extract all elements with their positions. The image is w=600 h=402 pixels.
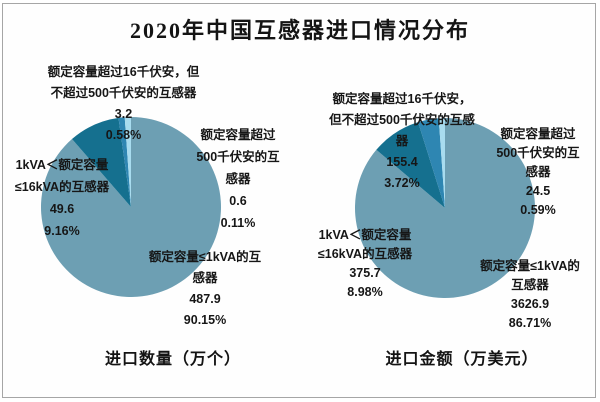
label-percent: 3.72% xyxy=(384,176,420,190)
label-value: 3.2 xyxy=(114,107,133,121)
pie-slice-16to500kva xyxy=(418,118,445,208)
pie-slice-gt500kva xyxy=(124,117,131,207)
quantity-label-1to16kva: 1kVA＜额定容量 ≤16kVA的互感器 49.6 9.16% xyxy=(0,154,124,242)
label-line: ≤16kVA的互感器 xyxy=(14,180,110,194)
quantity-label-le1kva: 额定容量≤1kVA的互 感器 487.9 90.15% xyxy=(125,247,285,331)
label-line: 感器 xyxy=(525,165,551,179)
label-line: 额定容量超过 xyxy=(500,127,576,141)
label-value: 0.6 xyxy=(229,194,247,208)
label-percent: 86.71% xyxy=(508,316,552,330)
quantity-label-16to500kva: 额定容量超过16千伏安，但 不超过500千伏安的互感器 3.2 0.58% xyxy=(21,62,226,146)
label-value: 487.9 xyxy=(189,292,221,306)
pie-slice-16to500kva xyxy=(118,117,131,207)
label-line: 器 xyxy=(395,134,409,148)
label-line: 额定容量超过16千伏安，但 xyxy=(47,65,200,79)
label-percent: 9.16% xyxy=(44,224,80,238)
label-line: ≤16kVA的互感器 xyxy=(317,247,413,261)
label-line: 500千伏安的互 xyxy=(496,146,580,160)
label-line: 500千伏安的互 xyxy=(196,150,280,164)
label-line: 1kVA＜额定容量 xyxy=(318,228,412,242)
label-line: 不超过500千伏安的互感器 xyxy=(50,86,197,100)
label-percent: 8.98% xyxy=(347,285,383,299)
value-label-1to16kva: 1kVA＜额定容量 ≤16kVA的互感器 375.7 8.98% xyxy=(301,226,429,302)
label-line: 感器 xyxy=(225,172,251,186)
label-value: 375.7 xyxy=(349,266,381,280)
label-line: 互感器 xyxy=(511,278,549,292)
pie-slice-le1kva xyxy=(40,117,221,297)
label-value: 49.6 xyxy=(49,202,75,216)
label-percent: 90.15% xyxy=(183,313,227,327)
label-percent: 0.59% xyxy=(520,203,556,217)
label-percent: 0.58% xyxy=(105,128,142,142)
label-value: 155.4 xyxy=(386,155,418,169)
label-line: 1kVA＜额定容量 xyxy=(15,158,109,172)
label-line: 额定容量≤1kVA的 xyxy=(480,259,580,273)
chart-title: 2020年中国互感器进口情况分布 xyxy=(129,18,470,43)
label-line: 但不超过500千伏安的互感 xyxy=(329,113,475,127)
quantity-pie xyxy=(40,117,221,297)
label-line: 额定容量超过 xyxy=(200,128,276,142)
label-line: 额定容量≤1kVA的互 xyxy=(148,250,262,264)
value-label-gt500kva: 额定容量超过 500千伏安的互 感器 24.5 0.59% xyxy=(479,125,597,220)
label-value: 24.5 xyxy=(525,184,551,198)
pie-slice-gt500kva xyxy=(438,118,445,208)
value-label-le1kva: 额定容量≤1kVA的 互感器 3626.9 86.71% xyxy=(459,257,600,333)
quantity-label-gt500kva: 额定容量超过 500千伏安的互 感器 0.6 0.11% xyxy=(184,124,292,234)
label-value: 3626.9 xyxy=(510,297,550,311)
pie-slice-1to16kva xyxy=(71,117,131,207)
label-percent: 0.11% xyxy=(220,216,256,230)
label-line: 感器 xyxy=(192,271,218,285)
value-label-16to500kva: 额定容量超过16千伏安， 但不超过500千伏安的互感 器 155.4 3.72% xyxy=(311,89,493,194)
pie-slice-le1kva xyxy=(354,118,535,298)
label-line: 额定容量超过16千伏安， xyxy=(332,92,472,106)
pie-slice-1to16kva xyxy=(376,122,445,208)
value-pie xyxy=(354,118,535,298)
quantity-axis-caption: 进口数量（万个） xyxy=(104,351,241,368)
value-axis-caption: 进口金额（万美元） xyxy=(385,351,539,368)
